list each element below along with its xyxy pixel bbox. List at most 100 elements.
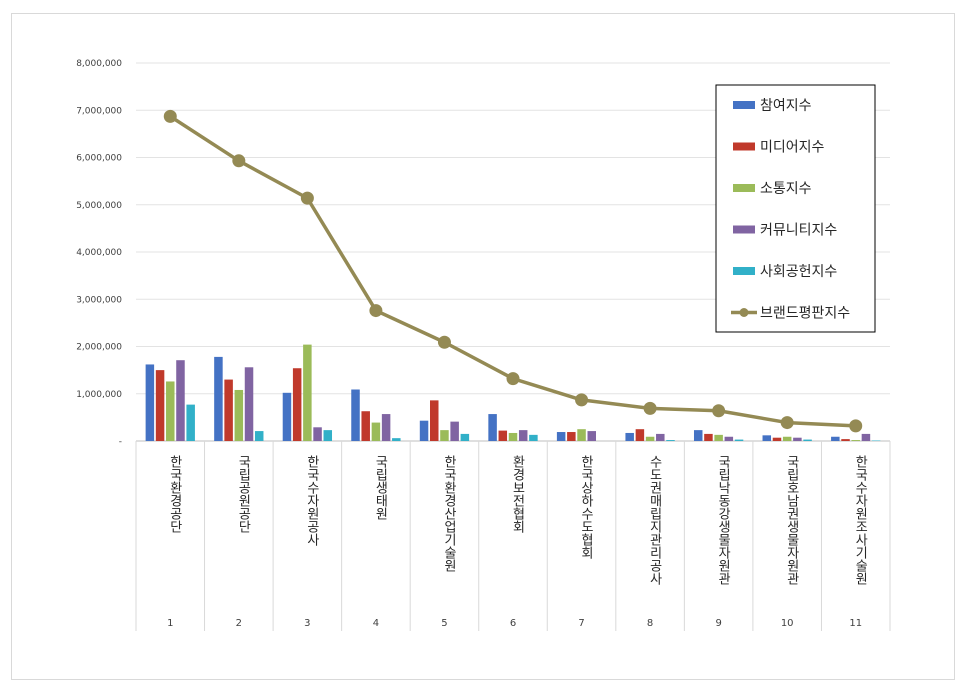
bar-소통지수 [440, 430, 449, 441]
category-label: 한국수자원조사기술원 [852, 455, 867, 585]
legend-swatch [733, 184, 755, 192]
legend-swatch [733, 267, 755, 275]
category-label: 수도권매립지관리공사 [647, 455, 662, 585]
bar-참여지수 [488, 414, 497, 441]
category-rank: 1 [167, 618, 173, 629]
bar-커뮤니티지수 [244, 367, 254, 441]
bar-미디어지수 [155, 370, 165, 441]
bar-소통지수 [371, 422, 381, 441]
y-tick-label: 6,000,000 [76, 154, 122, 164]
bar-사회공헌지수 [666, 440, 675, 441]
bar-사회공헌지수 [460, 433, 470, 441]
point-브랜드평판지수 [575, 393, 589, 407]
legend-swatch [733, 101, 755, 109]
bar-미디어지수 [361, 411, 370, 441]
category-label: 국립생태원 [372, 455, 387, 520]
legend-swatch [733, 142, 755, 151]
category-rank: 3 [304, 618, 310, 629]
point-브랜드평판지수 [163, 109, 177, 123]
y-tick-label: 8,000,000 [76, 59, 122, 69]
bar-커뮤니티지수 [450, 421, 459, 441]
legend-label: 소통지수 [760, 181, 812, 197]
bar-소통지수 [782, 436, 792, 441]
bar-사회공헌지수 [529, 434, 538, 441]
bar-사회공헌지수 [186, 404, 195, 441]
bar-참여지수 [831, 436, 840, 441]
bar-소통지수 [303, 344, 312, 441]
category-rank: 8 [647, 618, 653, 629]
category-label: 한국수자원공사 [304, 455, 319, 546]
bar-커뮤니티지수 [176, 360, 185, 441]
point-브랜드평판지수 [712, 404, 726, 418]
bar-사회공헌지수 [734, 439, 744, 441]
bar-소통지수 [166, 381, 175, 441]
bar-참여지수 [556, 432, 566, 441]
bar-커뮤니티지수 [518, 430, 528, 441]
category-rank: 7 [578, 618, 584, 629]
legend-swatch [733, 225, 755, 234]
y-tick-label: 2,000,000 [76, 343, 122, 353]
bar-참여지수 [762, 435, 772, 441]
bar-커뮤니티지수 [861, 433, 871, 441]
category-label: 한국환경공단 [167, 455, 182, 533]
category-label: 국립낙동강생물자원관 [715, 455, 730, 585]
bar-참여지수 [693, 430, 703, 441]
y-tick-label: - [119, 437, 122, 447]
bar-소통지수 [577, 429, 586, 441]
y-tick-label: 1,000,000 [76, 390, 122, 400]
point-브랜드평판지수 [437, 335, 451, 349]
bar-미디어지수 [430, 400, 439, 441]
category-label: 환경보전협회 [510, 455, 525, 533]
bar-참여지수 [351, 389, 360, 441]
y-tick-label: 7,000,000 [76, 106, 122, 116]
category-rank: 9 [715, 618, 721, 629]
legend-label: 커뮤니티지수 [760, 223, 837, 239]
legend-label: 참여지수 [760, 98, 812, 114]
bar-소통지수 [508, 432, 518, 441]
bar-미디어지수 [635, 429, 645, 441]
y-tick-label: 3,000,000 [76, 295, 122, 305]
bar-커뮤니티지수 [381, 414, 391, 441]
legend-label: 사회공헌지수 [760, 264, 837, 280]
bar-참여지수 [214, 356, 223, 441]
legend-label: 미디어지수 [760, 140, 825, 156]
bar-커뮤니티지수 [656, 433, 665, 441]
bar-사회공헌지수 [803, 439, 812, 441]
bar-미디어지수 [841, 439, 850, 441]
y-tick-label: 4,000,000 [76, 248, 122, 258]
bar-소통지수 [234, 389, 244, 441]
point-브랜드평판지수 [780, 416, 794, 430]
bar-커뮤니티지수 [313, 427, 322, 441]
category-label: 국립호남권생물자원관 [784, 455, 799, 585]
legend-label: 브랜드평판지수 [760, 306, 850, 322]
category-rank: 2 [236, 618, 242, 629]
bar-커뮤니티지수 [724, 436, 734, 441]
bar-미디어지수 [292, 368, 302, 441]
bar-커뮤니티지수 [587, 431, 596, 441]
point-브랜드평판지수 [849, 419, 863, 433]
bar-소통지수 [851, 440, 860, 441]
category-rank: 5 [441, 618, 447, 629]
point-브랜드평판지수 [300, 191, 314, 205]
category-rank: 11 [849, 618, 862, 629]
legend-box [715, 84, 876, 333]
category-label: 한국환경산업기술원 [441, 455, 456, 572]
bar-참여지수 [419, 420, 429, 441]
y-tick-label: 5,000,000 [76, 201, 122, 211]
bar-미디어지수 [772, 437, 782, 441]
bar-참여지수 [625, 432, 634, 441]
point-브랜드평판지수 [232, 154, 246, 168]
bar-미디어지수 [567, 432, 576, 441]
legend-marker [739, 308, 749, 317]
bar-사회공헌지수 [323, 430, 333, 441]
bar-소통지수 [645, 436, 655, 441]
bar-참여지수 [145, 364, 155, 441]
bar-소통지수 [714, 434, 723, 441]
category-rank: 6 [510, 618, 516, 629]
bar-참여지수 [282, 392, 292, 441]
bar-사회공헌지수 [392, 438, 401, 441]
point-브랜드평판지수 [369, 304, 383, 318]
bar-미디어지수 [704, 433, 713, 441]
category-rank: 10 [781, 618, 794, 629]
